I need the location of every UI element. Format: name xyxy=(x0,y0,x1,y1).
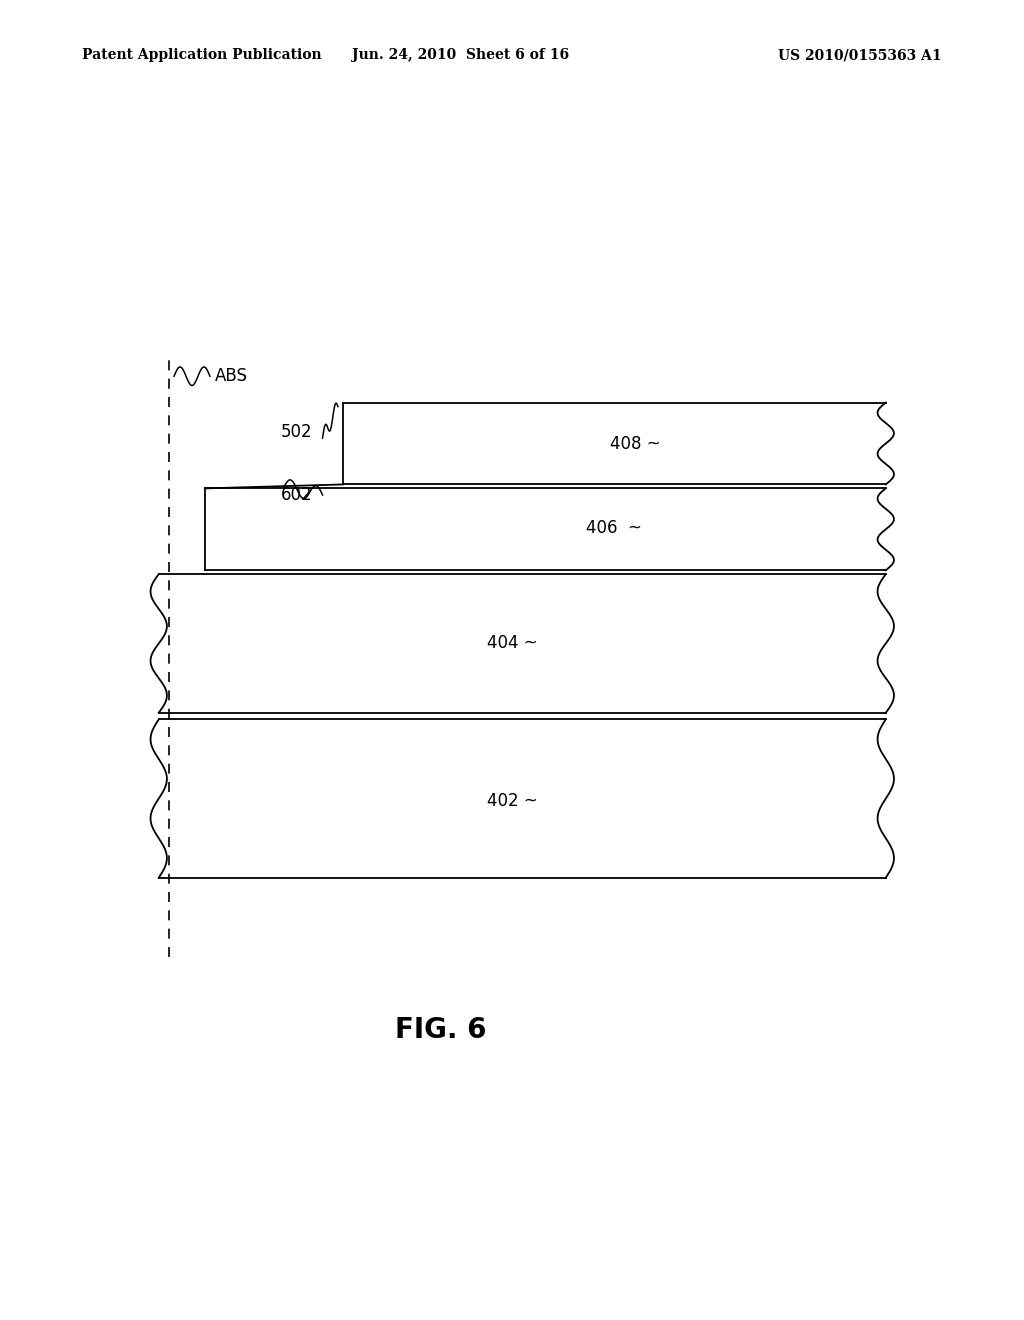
Text: 406  ~: 406 ~ xyxy=(587,519,642,537)
Text: 602: 602 xyxy=(281,486,312,504)
Text: Jun. 24, 2010  Sheet 6 of 16: Jun. 24, 2010 Sheet 6 of 16 xyxy=(352,49,569,62)
Text: ABS: ABS xyxy=(215,367,248,385)
Text: FIG. 6: FIG. 6 xyxy=(394,1015,486,1044)
Text: 404 ~: 404 ~ xyxy=(486,634,538,652)
Text: 408 ~: 408 ~ xyxy=(609,434,660,453)
Text: Patent Application Publication: Patent Application Publication xyxy=(82,49,322,62)
Text: 502: 502 xyxy=(281,422,312,441)
Text: US 2010/0155363 A1: US 2010/0155363 A1 xyxy=(778,49,942,62)
Text: 402 ~: 402 ~ xyxy=(486,792,538,810)
